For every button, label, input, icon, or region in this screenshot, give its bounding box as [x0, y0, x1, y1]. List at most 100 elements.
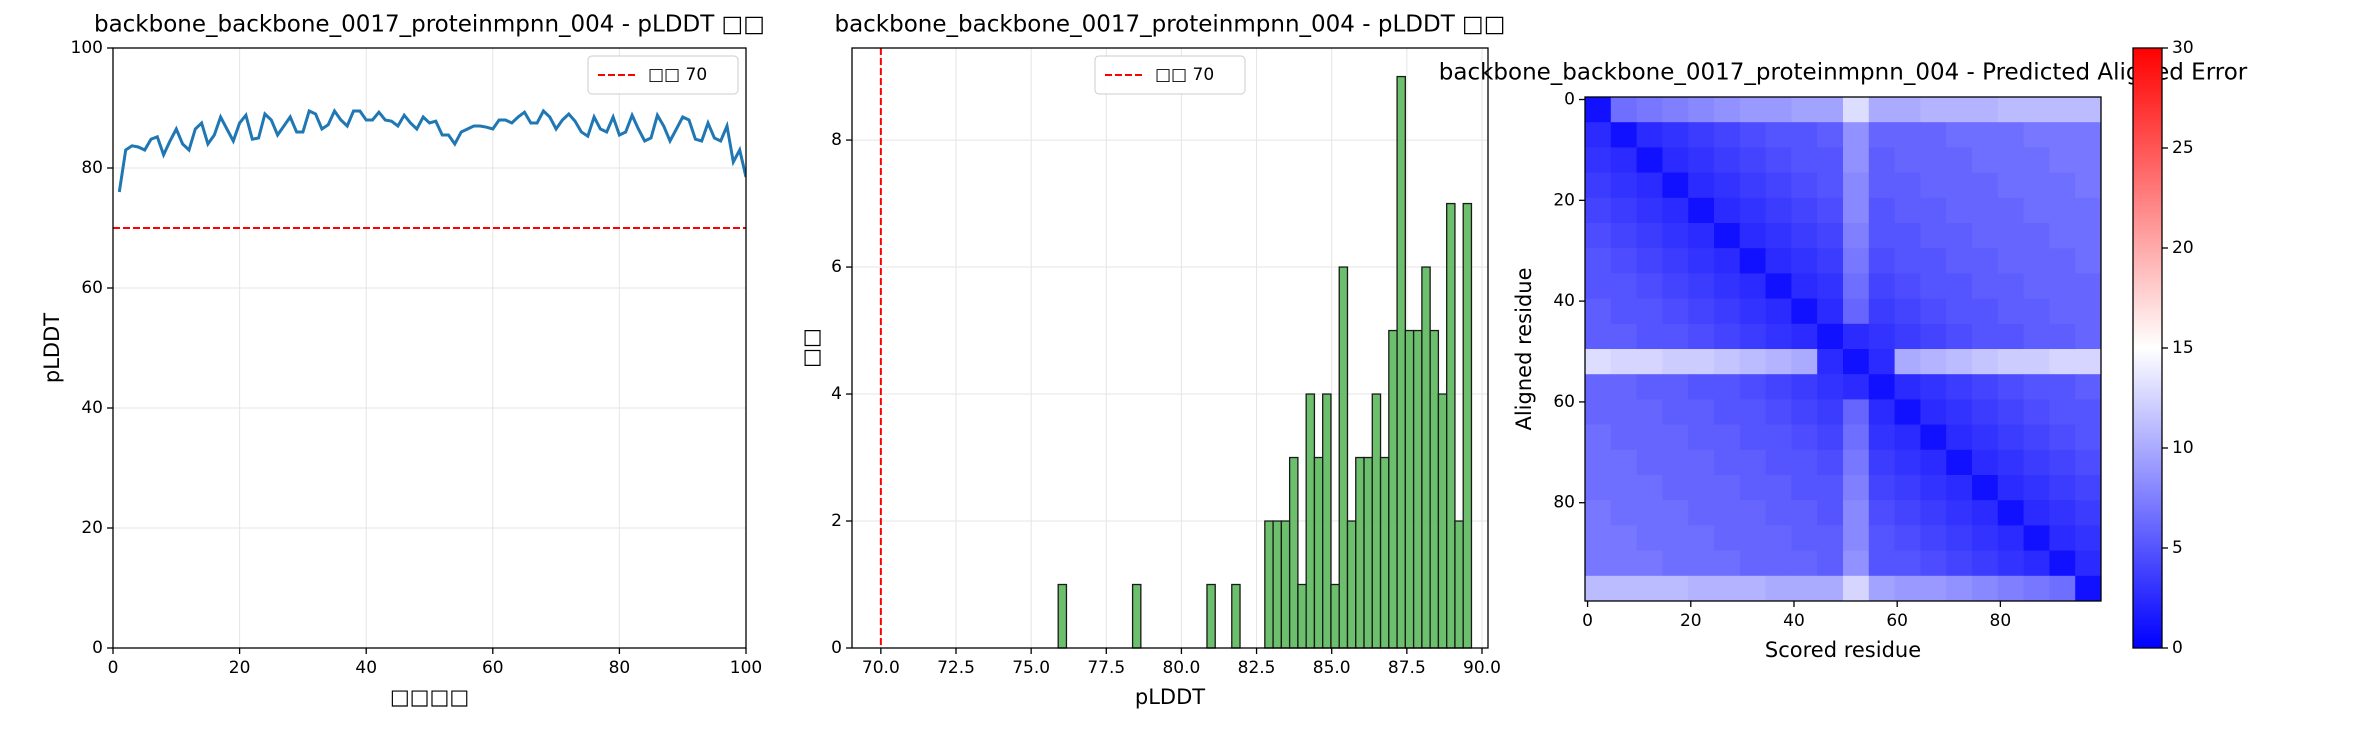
bar: [1437, 393, 1448, 649]
heatmap-cell: [1714, 449, 1741, 476]
heatmap-cell: [1610, 500, 1638, 526]
heatmap-cell: [1817, 122, 1844, 148]
x-tick-label: 60: [1886, 611, 1908, 631]
heatmap-cell: [1739, 349, 1767, 375]
heatmap-cell: [1636, 500, 1663, 526]
heatmap-cell: [2049, 550, 2076, 577]
heatmap-cell: [1972, 197, 1999, 224]
heatmap-cell: [1817, 172, 1844, 199]
heatmap-cell: [1765, 248, 1792, 274]
heatmap-cell: [1997, 500, 2025, 526]
heatmap-cell: [1894, 349, 1921, 375]
heatmap-cell: [1868, 122, 1896, 148]
heatmap-cell: [1868, 273, 1896, 300]
x-axis-label: □□□□: [390, 685, 469, 709]
bar: [1388, 329, 1398, 649]
heatmap-cell: [2023, 550, 2050, 577]
heatmap-cell: [1662, 197, 1689, 224]
x-tick-label: 20: [1680, 611, 1702, 631]
heatmap-cell: [1688, 172, 1715, 199]
heatmap-cell: [2049, 475, 2076, 501]
heatmap-cell: [1817, 147, 1844, 174]
heatmap-cell: [2075, 550, 2102, 577]
heatmap-cell: [1791, 273, 1818, 300]
heatmap-cell: [1585, 475, 1612, 501]
heatmap-cell: [1688, 349, 1715, 375]
heatmap-cell: [1739, 248, 1767, 274]
heatmap-cell: [1714, 550, 1741, 577]
heatmap-cell: [1817, 97, 1844, 123]
heatmap-cell: [1765, 298, 1792, 325]
heatmap-cell: [1688, 399, 1715, 426]
heatmap-cell: [1997, 525, 2025, 552]
x-tick-label: 40: [1783, 611, 1805, 631]
heatmap-cell: [1610, 248, 1638, 274]
heatmap-cell: [1688, 424, 1715, 451]
x-tick-label: 77.5: [1087, 658, 1125, 678]
bar: [1231, 583, 1241, 649]
heatmap-cell: [1636, 147, 1663, 174]
heatmap-cell: [1688, 122, 1715, 148]
heatmap-cell: [1662, 525, 1689, 552]
heatmap-cell: [1714, 172, 1741, 199]
heatmap-cell: [2075, 575, 2102, 602]
heatmap-cell: [1920, 399, 1947, 426]
heatmap-cell: [1997, 550, 2025, 577]
heatmap-cell: [1765, 424, 1792, 451]
heatmap-cell: [1714, 475, 1741, 501]
heatmap-cell: [1868, 97, 1896, 123]
heatmap-cell: [1585, 575, 1612, 602]
heatmap-cell: [1920, 197, 1947, 224]
x-tick-label: 80.0: [1162, 658, 1200, 678]
heatmap-cell: [1920, 223, 1947, 249]
heatmap-cell: [1946, 349, 1973, 375]
heatmap-cell: [1843, 172, 1870, 199]
heatmap-cell: [1610, 550, 1638, 577]
x-tick-label: 40: [355, 658, 377, 678]
heatmap-cell: [1843, 550, 1870, 577]
heatmap-cell: [1920, 449, 1947, 476]
heatmap-cell: [1610, 475, 1638, 501]
heatmap-cell: [1894, 424, 1921, 451]
bar: [1264, 520, 1274, 649]
heatmap-cell: [1739, 424, 1767, 451]
heatmap-cell: [1843, 273, 1870, 300]
heatmap-cell: [1997, 475, 2025, 501]
heatmap-cell: [1843, 374, 1870, 400]
heatmap-cell: [2023, 349, 2050, 375]
heatmap-cell: [1610, 374, 1638, 400]
heatmap-cell: [1894, 323, 1921, 350]
heatmap-cell: [1791, 449, 1818, 476]
heatmap-cell: [1920, 122, 1947, 148]
line: [117, 108, 746, 193]
y-tick-label: 2: [831, 511, 842, 531]
heatmap-cell: [1972, 424, 1999, 451]
colorbar-tick-label: 25: [2172, 138, 2194, 158]
heatmap-cell: [1791, 424, 1818, 451]
heatmap-cell: [2023, 399, 2050, 426]
bar: [1363, 456, 1373, 649]
heatmap-cell: [1739, 374, 1767, 400]
heatmap-cell: [1791, 197, 1818, 224]
heatmap-cell: [1946, 97, 1973, 123]
x-tick-label: 60: [482, 658, 504, 678]
heatmap-cell: [2049, 374, 2076, 400]
bar: [1379, 456, 1390, 649]
heatmap-cell: [1946, 475, 1973, 501]
axes-frame: [1584, 96, 2102, 602]
heatmap-cell: [1997, 223, 2025, 249]
heatmap-cell: [1714, 399, 1741, 426]
heatmap-cell: [1739, 475, 1767, 501]
heatmap-cell: [1714, 374, 1741, 400]
heatmap-cell: [1610, 197, 1638, 224]
heatmap-cell: [1791, 374, 1818, 400]
heatmap-cell: [1585, 500, 1612, 526]
heatmap-cell: [1791, 349, 1818, 375]
x-tick-label: 85.0: [1313, 658, 1351, 678]
colorbar: [2132, 47, 2163, 649]
heatmap-cell: [1894, 298, 1921, 325]
heatmap-cell: [2023, 248, 2050, 274]
heatmap-cell: [1688, 525, 1715, 552]
heatmap-cell: [2049, 223, 2076, 249]
heatmap-cell: [1662, 475, 1689, 501]
